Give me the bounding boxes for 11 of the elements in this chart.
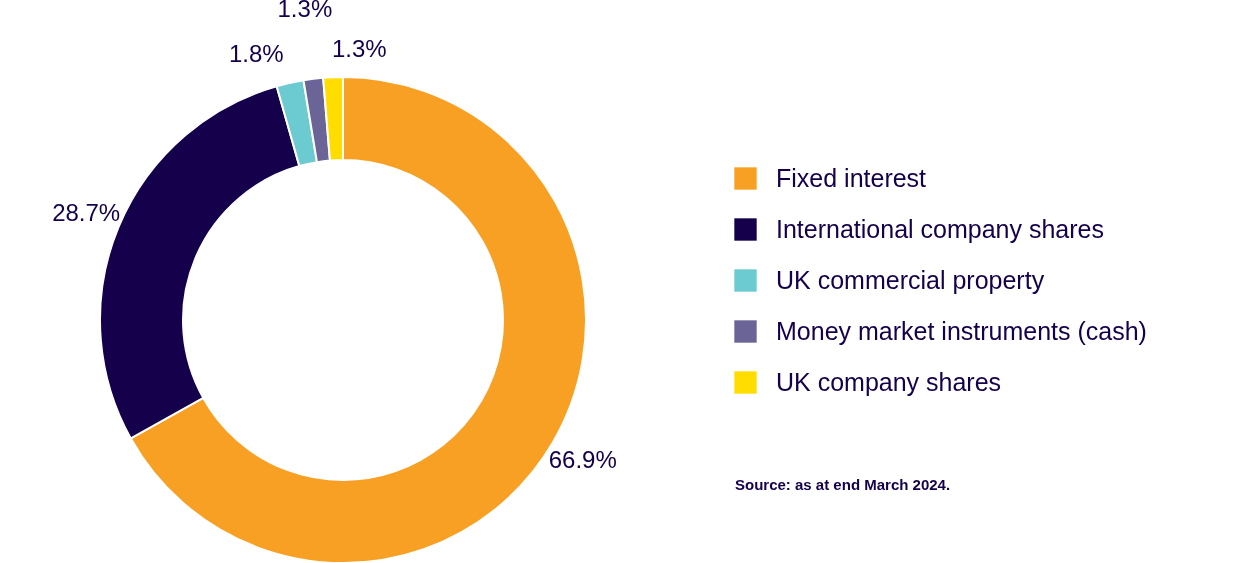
legend-label: UK company shares	[776, 367, 1002, 396]
source-note: Source: as at end March 2024.	[735, 476, 951, 493]
legend-label: Money market instruments (cash)	[776, 316, 1147, 345]
data-label: 1.8%	[228, 39, 284, 67]
legend-label: Fixed interest	[776, 163, 927, 192]
legend-label: UK commercial property	[776, 265, 1045, 294]
data-label: 1.3%	[331, 35, 387, 63]
legend-label: International company shares	[776, 214, 1104, 243]
data-label: 1.3%	[277, 0, 333, 23]
data-label: 28.7%	[52, 198, 121, 226]
data-label: 66.9%	[548, 445, 617, 473]
